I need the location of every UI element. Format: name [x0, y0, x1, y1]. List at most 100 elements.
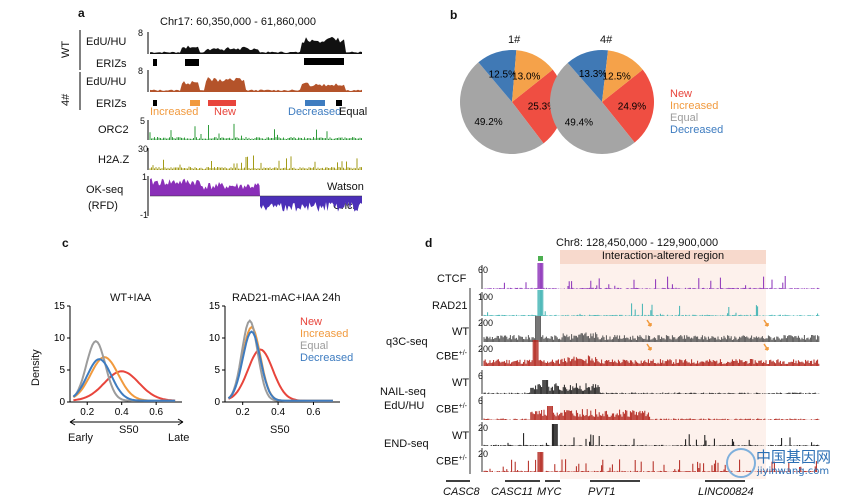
nail-wt-max: 6 [478, 371, 484, 381]
s50-label-2: S50 [270, 424, 290, 436]
rfd-positive-track [150, 178, 260, 196]
gene-pvt1: PVT1 [588, 486, 616, 498]
rad21-label: RAD21 [432, 300, 468, 312]
panel-d-track-6 [483, 406, 820, 420]
gene-myc: MYC [537, 486, 562, 498]
q3c-cbe-label: CBE+/- [436, 350, 467, 363]
m-erizs-label: ERIZs [96, 98, 127, 110]
panel-d-letter: d [425, 236, 433, 250]
rfd-label: (RFD) [88, 200, 118, 212]
panel-d-track-1 [483, 263, 820, 289]
panel-d-coordinates: Chr8: 128,450,000 - 129,900,000 [556, 237, 719, 249]
pie-2-label-4: 12.5% [602, 72, 630, 83]
panel-a-letter: a [78, 6, 85, 20]
nail-cbe-max: 6 [478, 396, 484, 406]
end-wt-label: WT [452, 430, 470, 442]
m-eduhu-label: EdU/HU [86, 76, 127, 88]
legend-c-increased: Increased [300, 328, 349, 340]
pie-2-slice-3 [567, 50, 608, 102]
end-label: END-seq [384, 438, 429, 450]
gene-linc00824: LINC00824 [698, 486, 754, 498]
nail-label: NAIL-seq [380, 386, 426, 398]
nail-sub-label: EdU/HU [384, 400, 425, 412]
pie-2-slice-1 [602, 69, 654, 143]
end-cbe-max: 20 [478, 449, 489, 459]
pie-1-slice-4 [512, 50, 553, 102]
legend-b-increased: Increased [670, 100, 719, 112]
q3c-label: q3C-seq [386, 336, 428, 348]
pie-1-label-2: 49.2% [474, 117, 502, 128]
watermark-cn: 中国基因网 [756, 448, 832, 466]
end-cbe-sup: +/- [458, 455, 467, 462]
pie-2-label-2: 49.4% [565, 117, 593, 128]
watermark-url: jiyinwang.com [757, 466, 830, 477]
wt-eriz-blocks [153, 58, 344, 66]
plot-1-xtick-label-1: 0.4 [115, 407, 129, 418]
pie-2-slice-2 [549, 62, 635, 155]
orc2-max: 5 [140, 116, 146, 126]
m-eduhu-track [150, 77, 362, 92]
panel-b-legend: New Increased Equal Decreased [670, 88, 723, 136]
pie-1-label-1: 25.3% [528, 102, 556, 113]
end-cbe-text: CBE [436, 455, 459, 468]
end-cbe-label: CBE+/- [436, 455, 467, 468]
panel-c-legend: New Increased Equal Decreased [300, 316, 353, 364]
h2az-max: 30 [138, 144, 149, 154]
pie-2-label-3: 13.3% [579, 69, 607, 80]
panel-d-track-3 [483, 316, 820, 342]
nail-cbe-sup: +/- [458, 403, 467, 410]
plot-2-ytick-label-0: 15 [209, 301, 221, 312]
panel-d-track-2 [483, 290, 820, 316]
plot-2-ytick-label-2: 5 [214, 365, 220, 376]
panel-a-coordinates: Chr17: 60,350,000 - 61,860,000 [160, 16, 316, 28]
plot-1-xtick-label-2: 0.6 [149, 407, 163, 418]
plot-1-ytick-label-3: 0 [59, 397, 65, 408]
q3c-wt-label: WT [452, 326, 470, 338]
q3c-arrow-4 [763, 343, 769, 351]
pie-1-title: 1# [508, 34, 521, 46]
plot-1-ytick-label-0: 15 [54, 301, 66, 312]
pie-2-slice-4 [602, 50, 643, 102]
q3c-cbe-sup: +/- [458, 350, 467, 357]
wt-eduhu-track [150, 36, 362, 54]
h2az-label: H2A.Z [98, 154, 130, 166]
wt-erizs-label: ERIZs [96, 58, 127, 70]
legend-b-decreased: Decreased [670, 124, 724, 136]
plot-1-curve-1 [73, 370, 176, 402]
nail-cbe-label: CBE+/- [436, 403, 467, 416]
plot-2-ytick-label-3: 0 [214, 397, 220, 408]
watson-label: Watson [327, 181, 364, 193]
late-label-1: Late [168, 432, 190, 444]
h2az-track [149, 155, 362, 170]
rfd-negative-track [260, 196, 362, 212]
q3c-arrow-1 [646, 319, 652, 327]
plot-1-ytick-label-2: 5 [59, 365, 65, 376]
orc2-label: ORC2 [98, 124, 129, 136]
gene-casc11: CASC11 [491, 486, 533, 498]
rfd-min: -1 [140, 210, 149, 220]
pie-1-label-3: 12.5% [489, 69, 517, 80]
plot-1-ytick-label-1: 10 [54, 333, 66, 344]
plot-2-xtick-label-1: 0.4 [271, 407, 285, 418]
pie-1-slice-3 [478, 50, 517, 102]
panel-d-track-5 [483, 380, 820, 394]
watermark-logo-icon [726, 448, 756, 478]
nail-wt-label: WT [452, 377, 470, 389]
plot-2-ytick-label-1: 10 [209, 333, 221, 344]
pie-charts: 25.3%49.2%12.5%13.0%24.9%49.4%13.3%12.5% [459, 50, 654, 155]
q3c-arrow-3 [646, 343, 652, 351]
okseq-label: OK-seq [86, 184, 124, 196]
end-wt-max: 20 [478, 423, 489, 433]
interaction-altered-region: Interaction-altered region [601, 250, 725, 262]
panel-b-letter: b [450, 8, 458, 22]
legend-c-new: New [300, 316, 323, 328]
panel-d-track-7 [483, 424, 820, 446]
wt-eduhu-max: 8 [138, 28, 144, 38]
pie-2-label-1: 24.9% [618, 101, 646, 112]
pie-1-slice-1 [512, 69, 564, 144]
m-eriz-block-equal [336, 100, 342, 106]
q3c-arrow-2 [763, 319, 769, 327]
